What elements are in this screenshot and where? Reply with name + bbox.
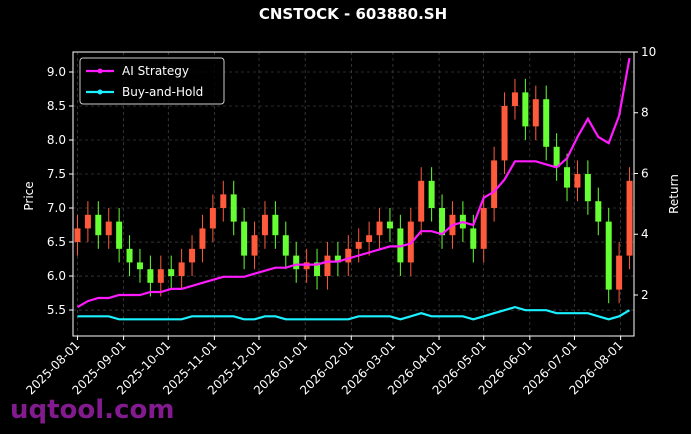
candle-body xyxy=(376,221,383,236)
candle-body xyxy=(314,262,321,277)
candle-body xyxy=(147,269,154,283)
y-tick-label: 8.5 xyxy=(47,99,66,113)
y-axis-label: Price xyxy=(22,181,36,210)
candle-body xyxy=(189,248,196,263)
y2-tick-label: 8 xyxy=(641,106,649,120)
y2-tick-label: 4 xyxy=(641,227,649,241)
candle-body xyxy=(136,262,143,270)
candle-body xyxy=(220,194,227,209)
y2-tick-label: 2 xyxy=(641,288,649,302)
candle-body xyxy=(418,180,425,222)
candle-body xyxy=(303,262,310,270)
candle-body xyxy=(230,194,237,222)
candle-body xyxy=(532,99,539,127)
candle-body xyxy=(501,105,508,161)
candle-body xyxy=(626,180,633,256)
candle-body xyxy=(105,221,112,236)
y-tick-label: 9.0 xyxy=(47,65,66,79)
candle-body xyxy=(355,242,362,249)
candle-body xyxy=(511,92,518,106)
candle-body xyxy=(605,221,612,290)
candle-body xyxy=(241,221,248,256)
candle-body xyxy=(282,235,289,256)
candle-body xyxy=(595,201,602,222)
series-line xyxy=(77,305,631,321)
candle-body xyxy=(491,160,498,209)
candle-body xyxy=(199,228,206,249)
candle-body xyxy=(272,214,279,236)
candle-body xyxy=(178,262,185,277)
candle-body xyxy=(116,221,123,249)
candle-body xyxy=(324,255,331,277)
candle-body xyxy=(564,167,571,188)
y-tick-label: 8.0 xyxy=(47,133,66,147)
y-tick-label: 5.5 xyxy=(47,303,66,317)
candle-body xyxy=(293,255,300,270)
watermark: uqtool.com xyxy=(10,395,174,425)
candle-body xyxy=(84,214,91,229)
candle-body xyxy=(209,208,216,229)
candle-body xyxy=(522,92,529,127)
candle-body xyxy=(345,248,352,263)
legend-label: AI Strategy xyxy=(122,64,189,78)
plot-frame xyxy=(72,51,635,337)
candle-body xyxy=(439,208,446,236)
candle-body xyxy=(480,208,487,249)
candle-body xyxy=(386,221,393,229)
y2-axis-label: Return xyxy=(667,174,681,214)
y2-tick-label: 6 xyxy=(641,166,649,180)
candle-body xyxy=(126,248,133,263)
candle-body xyxy=(553,146,560,168)
series-line xyxy=(76,57,631,309)
y-tick-label: 7.5 xyxy=(47,167,66,181)
candle-body xyxy=(261,214,268,236)
legend-marker-dot xyxy=(97,68,103,74)
legend-box xyxy=(79,57,225,105)
y-tick-label: 6.5 xyxy=(47,235,66,249)
candle-body xyxy=(470,228,477,249)
candle-body xyxy=(334,255,341,263)
candle-body xyxy=(584,174,591,202)
candle-body xyxy=(168,269,175,277)
candle-body xyxy=(616,255,623,290)
candle-body xyxy=(428,180,435,209)
candle-body xyxy=(366,235,373,243)
candle-body xyxy=(543,99,550,147)
y-tick-label: 7.0 xyxy=(47,201,66,215)
candle-body xyxy=(251,235,258,256)
y2-tick-label: 10 xyxy=(641,45,656,59)
candle-body xyxy=(157,269,164,283)
legend-label: Buy-and-Hold xyxy=(122,85,203,99)
candle-body xyxy=(95,214,102,236)
candle-body xyxy=(574,174,581,188)
legend-marker-dot xyxy=(97,89,103,95)
candle-body xyxy=(74,228,81,243)
chart-title: CNSTOCK - 603880.SH xyxy=(259,5,447,23)
y-tick-label: 6.0 xyxy=(47,269,66,283)
